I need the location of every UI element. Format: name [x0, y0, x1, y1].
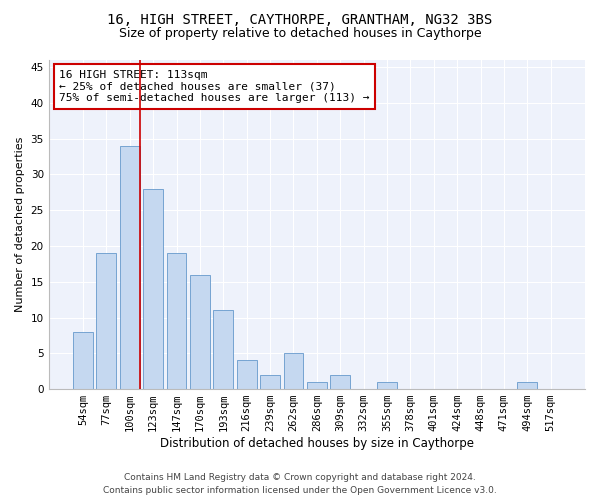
Text: Contains HM Land Registry data © Crown copyright and database right 2024.
Contai: Contains HM Land Registry data © Crown c…	[103, 474, 497, 495]
Bar	[307, 382, 327, 389]
Bar	[214, 310, 233, 389]
Bar	[517, 382, 537, 389]
Y-axis label: Number of detached properties: Number of detached properties	[15, 137, 25, 312]
Bar	[377, 382, 397, 389]
X-axis label: Distribution of detached houses by size in Caythorpe: Distribution of detached houses by size …	[160, 437, 474, 450]
Bar	[120, 146, 140, 389]
Bar	[237, 360, 257, 389]
Bar	[73, 332, 93, 389]
Bar	[143, 189, 163, 389]
Bar	[190, 274, 210, 389]
Bar	[260, 375, 280, 389]
Bar	[97, 253, 116, 389]
Text: 16, HIGH STREET, CAYTHORPE, GRANTHAM, NG32 3BS: 16, HIGH STREET, CAYTHORPE, GRANTHAM, NG…	[107, 12, 493, 26]
Bar	[284, 354, 304, 389]
Bar	[330, 375, 350, 389]
Text: Size of property relative to detached houses in Caythorpe: Size of property relative to detached ho…	[119, 28, 481, 40]
Text: 16 HIGH STREET: 113sqm
← 25% of detached houses are smaller (37)
75% of semi-det: 16 HIGH STREET: 113sqm ← 25% of detached…	[59, 70, 370, 103]
Bar	[167, 253, 187, 389]
